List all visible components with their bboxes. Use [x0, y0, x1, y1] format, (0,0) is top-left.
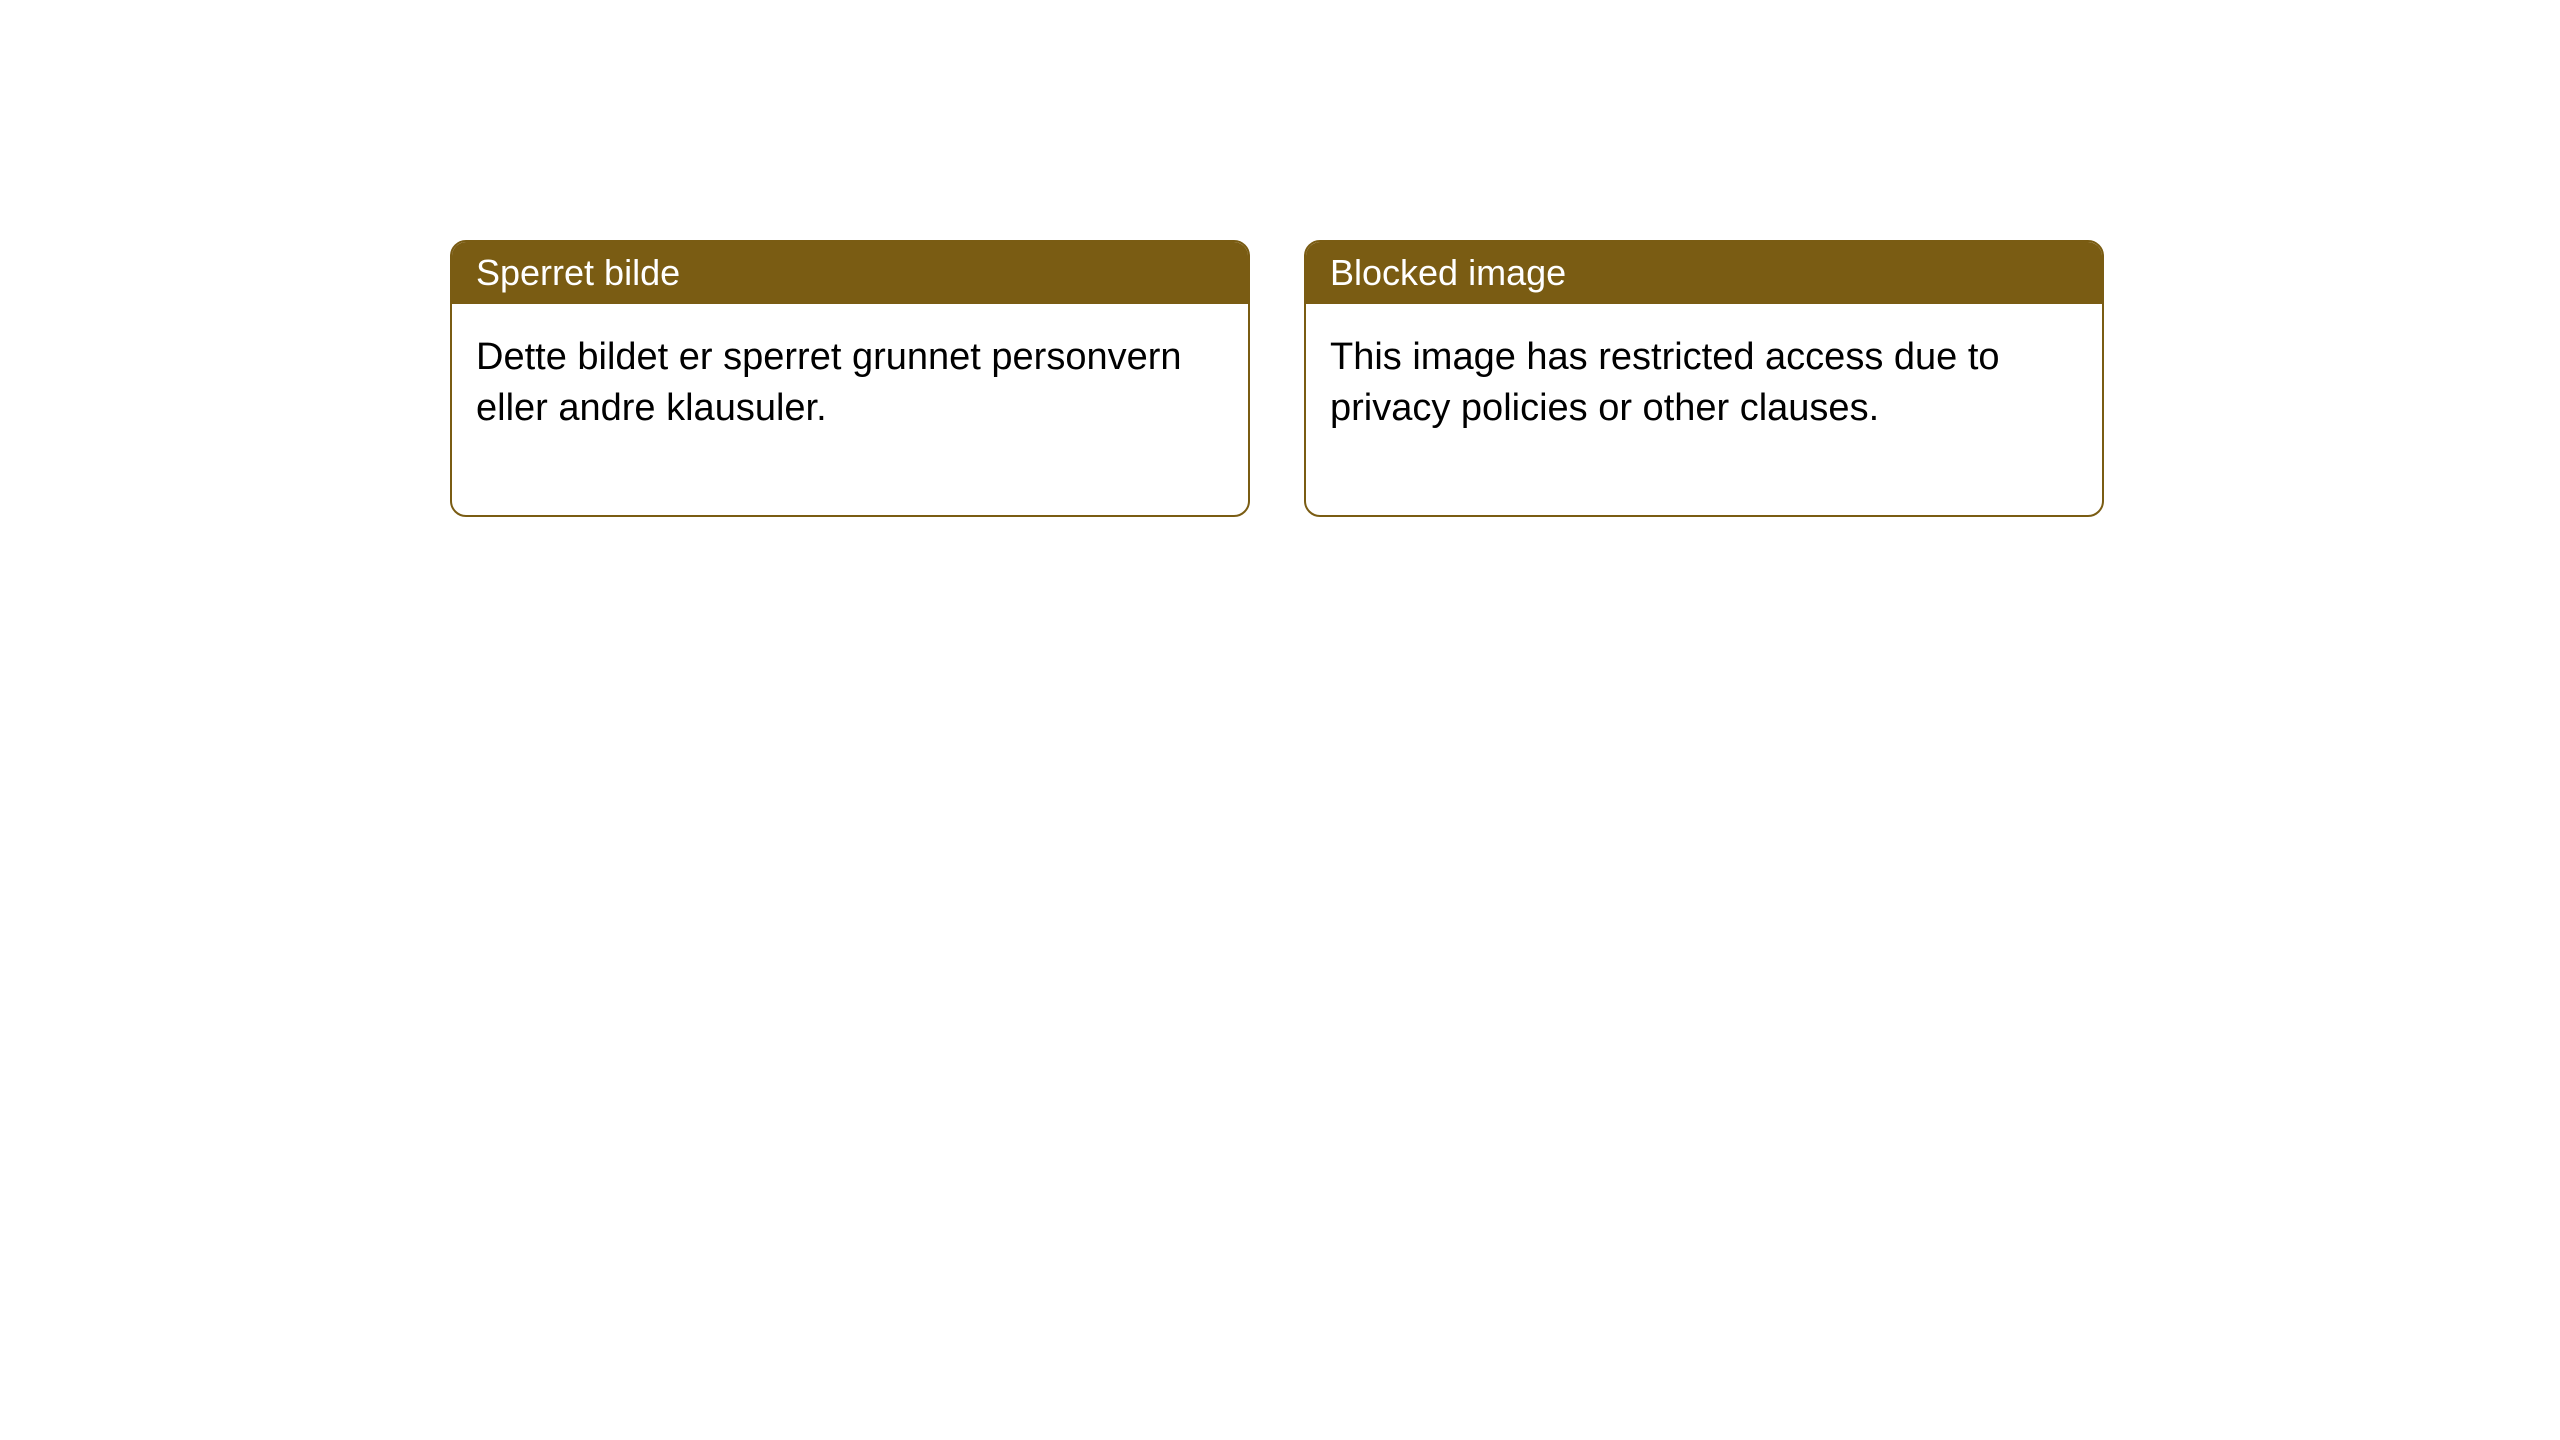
notice-text-en: This image has restricted access due to …	[1330, 336, 2000, 429]
blocked-image-notice-en: Blocked image This image has restricted …	[1304, 240, 2104, 517]
notice-body-en: This image has restricted access due to …	[1306, 304, 2102, 515]
notice-header-no: Sperret bilde	[452, 242, 1248, 304]
notice-text-no: Dette bildet er sperret grunnet personve…	[476, 336, 1182, 429]
notice-container: Sperret bilde Dette bildet er sperret gr…	[450, 240, 2104, 517]
blocked-image-notice-no: Sperret bilde Dette bildet er sperret gr…	[450, 240, 1250, 517]
notice-title-en: Blocked image	[1330, 252, 1566, 293]
notice-title-no: Sperret bilde	[476, 252, 680, 293]
notice-body-no: Dette bildet er sperret grunnet personve…	[452, 304, 1248, 515]
notice-header-en: Blocked image	[1306, 242, 2102, 304]
